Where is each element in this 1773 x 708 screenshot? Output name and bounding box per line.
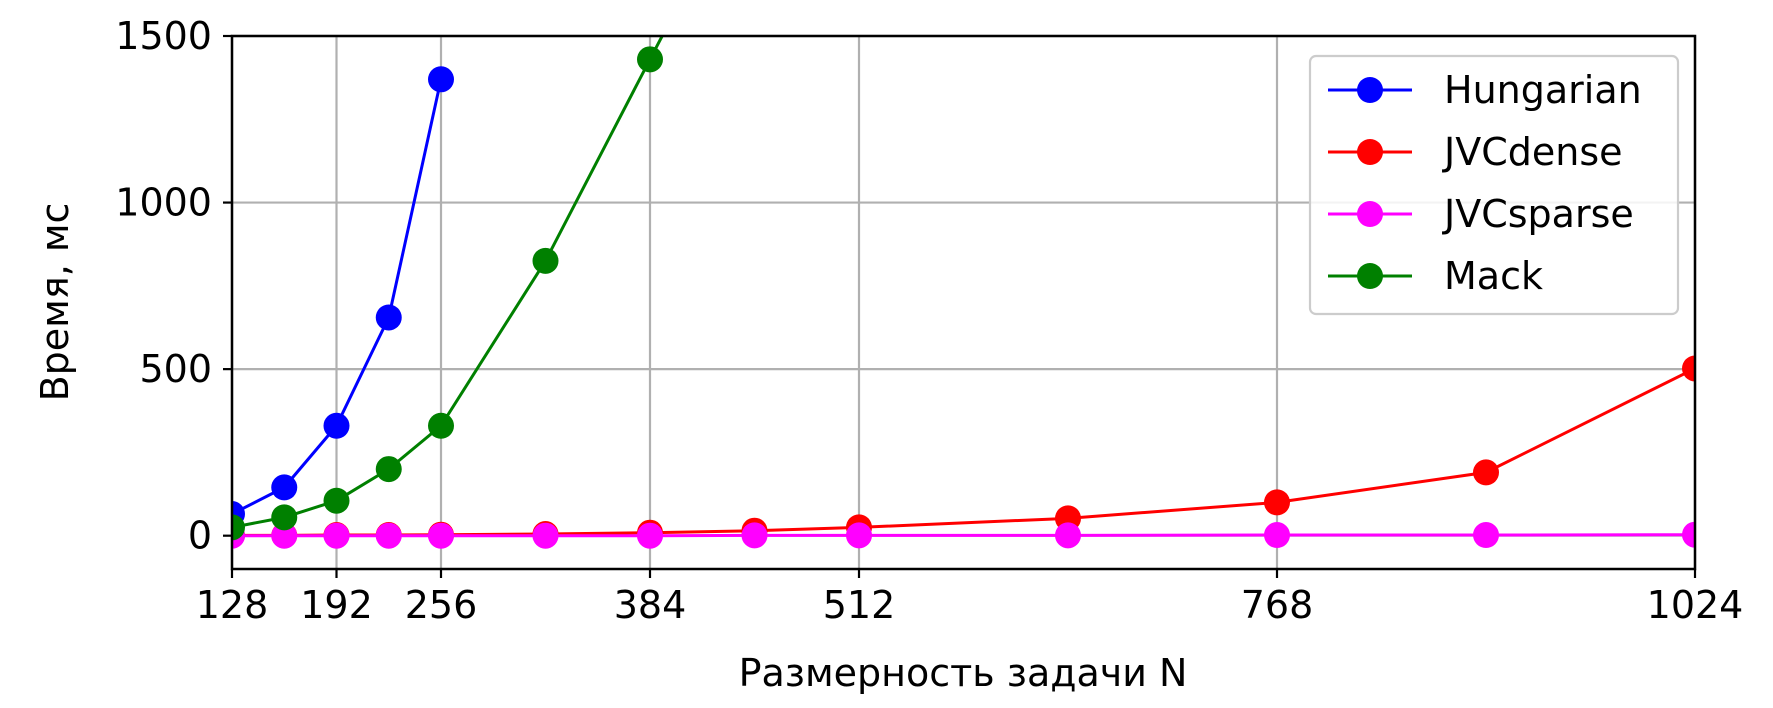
data-point-mack xyxy=(637,46,663,73)
y-tick-label: 1500 xyxy=(115,14,212,58)
legend-marker-jvcsparse xyxy=(1357,201,1383,227)
series-line-jvcdense xyxy=(232,367,1695,537)
y-axis-label: Время, мс xyxy=(33,203,77,402)
data-point-mack xyxy=(323,487,350,514)
x-tick-label: 512 xyxy=(823,583,896,627)
data-point-jvcsparse xyxy=(1682,521,1695,548)
data-point-jvcsparse xyxy=(1264,522,1290,549)
x-tick-label: 128 xyxy=(196,583,269,627)
y-tick-label: 500 xyxy=(139,347,212,391)
x-tick-label: 768 xyxy=(1241,583,1314,627)
data-point-jvcsparse xyxy=(637,522,663,549)
data-point-jvcsparse xyxy=(1055,522,1081,549)
data-point-jvcsparse xyxy=(323,522,350,549)
legend-label-mack: Mack xyxy=(1444,254,1543,298)
legend-label-jvcsparse: JVCsparse xyxy=(1442,192,1634,236)
legend-label-hungarian: Hungarian xyxy=(1444,68,1642,112)
series-line-mack xyxy=(232,36,664,529)
data-point-hungarian xyxy=(375,304,402,331)
data-point-mack xyxy=(663,0,689,22)
data-point-jvcdense xyxy=(1473,459,1499,486)
data-point-hungarian xyxy=(428,66,454,93)
series-group xyxy=(232,0,1695,549)
data-point-jvcsparse xyxy=(428,522,454,549)
data-point-mack xyxy=(271,504,298,531)
legend-marker-hungarian xyxy=(1357,77,1383,103)
data-point-jvcsparse xyxy=(375,522,402,549)
data-point-jvcsparse xyxy=(741,522,768,549)
legend-box xyxy=(1308,54,1680,316)
axis-ticks: 128 192 256 384 512 768 1024 0 500 1000 1500 xyxy=(115,14,1743,627)
x-tick-label: 192 xyxy=(300,583,373,627)
legend: Hungarian JVCdense JVCsparse Mack xyxy=(1308,54,1680,316)
data-point-mack xyxy=(428,412,454,439)
data-point-mack xyxy=(232,514,245,541)
legend-marker-mack xyxy=(1357,263,1383,289)
legend-label-jvcdense: JVCdense xyxy=(1442,130,1623,174)
data-point-jvcsparse xyxy=(1473,522,1499,549)
data-point-mack xyxy=(375,456,402,483)
data-point-jvcsparse xyxy=(271,522,298,549)
data-point-jvcdense xyxy=(1264,489,1290,516)
x-axis-label: Размерность задачи N xyxy=(739,651,1188,695)
x-tick-label: 384 xyxy=(614,583,687,627)
data-point-jvcdense xyxy=(1682,355,1695,382)
data-point-hungarian xyxy=(323,412,350,439)
x-tick-label: 1024 xyxy=(1647,583,1744,627)
data-point-hungarian xyxy=(271,474,298,501)
y-tick-label: 1000 xyxy=(115,181,212,225)
plot-frame xyxy=(230,34,1697,571)
data-point-mack xyxy=(532,247,559,274)
y-tick-label: 0 xyxy=(188,514,212,558)
data-point-jvcsparse xyxy=(532,522,559,549)
legend-marker-jvcdense xyxy=(1357,139,1383,165)
x-tick-label: 256 xyxy=(405,583,478,627)
data-point-jvcsparse xyxy=(846,522,872,549)
